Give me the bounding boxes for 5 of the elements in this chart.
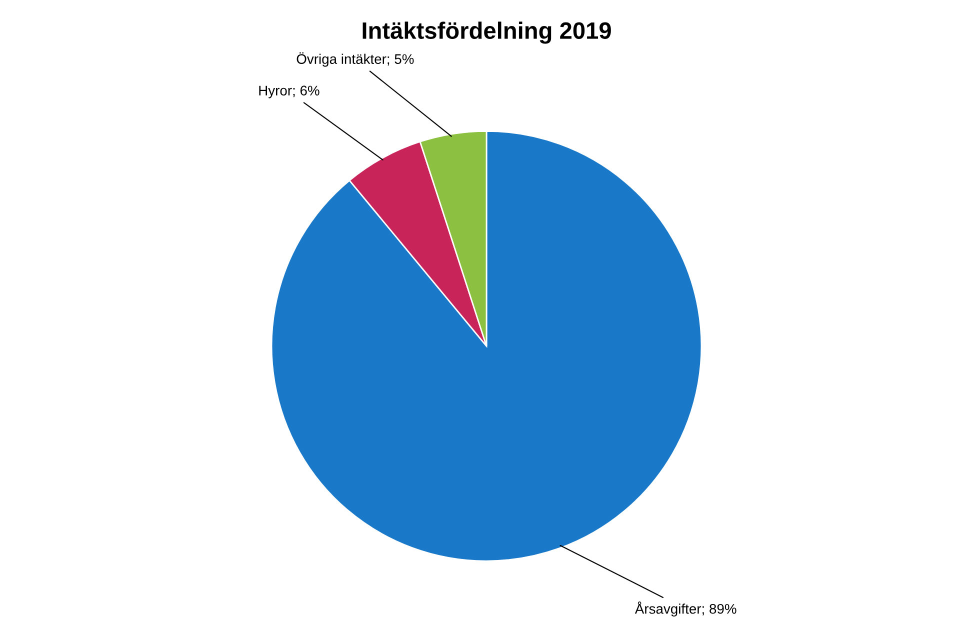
chart-title: Intäktsfördelning 2019	[362, 22, 611, 44]
slice-label: Årsavgifter; 89%	[634, 601, 736, 617]
slice-label: Hyror; 6%	[259, 86, 320, 98]
pie-slice	[270, 130, 702, 562]
slice-label: Övriga intäkter; 5%	[296, 52, 414, 67]
